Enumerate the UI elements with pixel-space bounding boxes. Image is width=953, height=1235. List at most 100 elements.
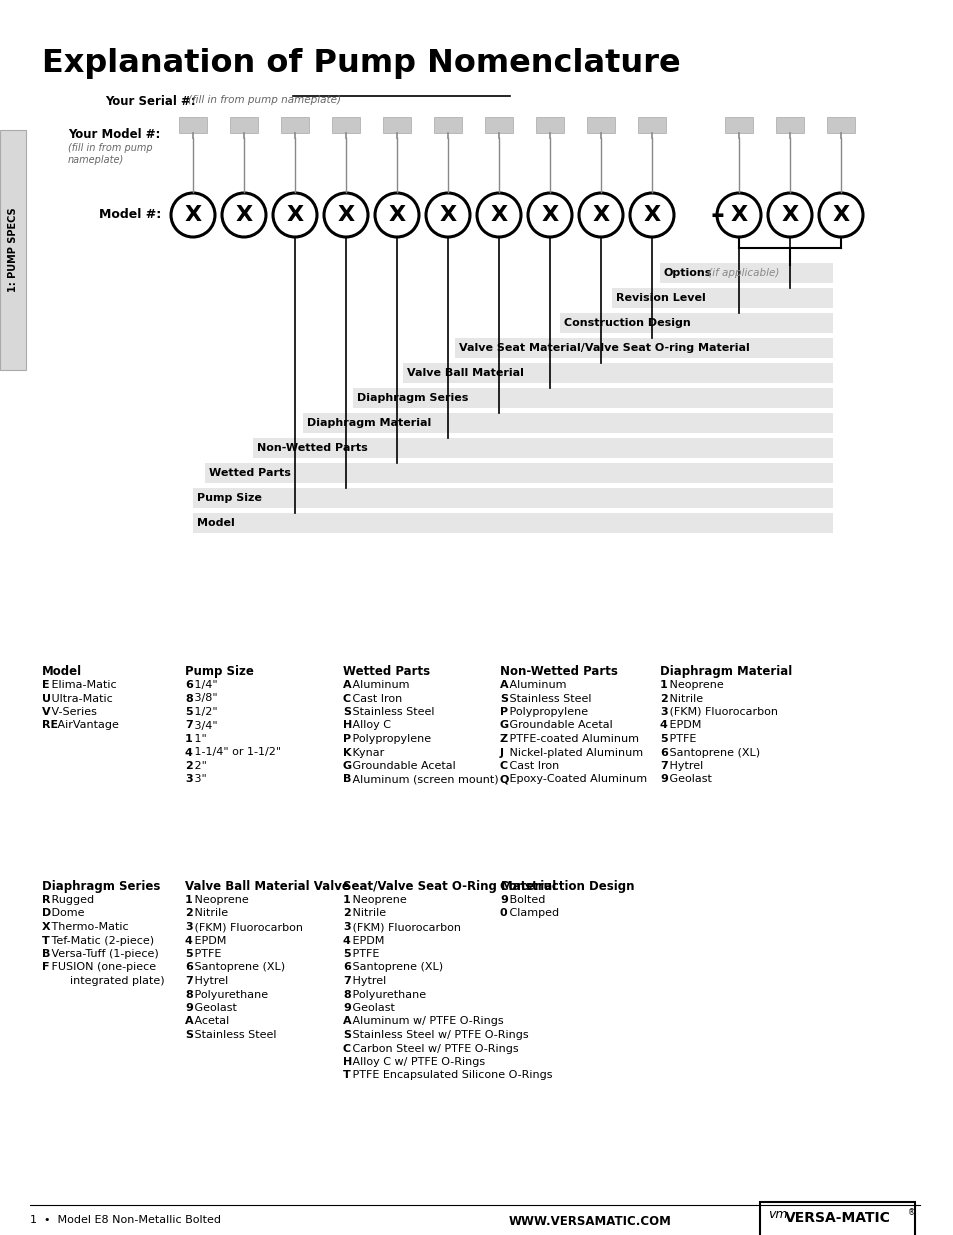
Bar (332, 117, 359, 133)
Text: C: C (343, 1044, 351, 1053)
Text: Hytrel: Hytrel (665, 761, 702, 771)
Text: Valve Seat Material/Valve Seat O-ring Material: Valve Seat Material/Valve Seat O-ring Ma… (458, 343, 749, 353)
Text: X: X (832, 205, 849, 225)
Bar (434, 117, 461, 133)
Text: X: X (337, 205, 355, 225)
Text: 3: 3 (343, 923, 351, 932)
Text: (FKM) Fluorocarbon: (FKM) Fluorocarbon (665, 706, 778, 718)
Text: Stainless Steel: Stainless Steel (506, 694, 591, 704)
Text: WWW.VERSAMATIC.COM: WWW.VERSAMATIC.COM (508, 1215, 671, 1228)
Text: A: A (343, 680, 352, 690)
Bar (724, 117, 752, 133)
Text: X: X (730, 205, 747, 225)
Text: Pump Size: Pump Size (196, 493, 262, 503)
Text: 6: 6 (659, 747, 667, 757)
Bar (586, 117, 615, 133)
Text: Stainless Steel: Stainless Steel (349, 706, 435, 718)
Text: Kynar: Kynar (349, 747, 384, 757)
Text: B: B (42, 948, 51, 960)
Text: 5: 5 (185, 706, 193, 718)
Text: Geolast: Geolast (665, 774, 711, 784)
Text: (FKM) Fluorocarbon: (FKM) Fluorocarbon (191, 923, 303, 932)
Text: 8: 8 (343, 989, 351, 999)
Text: 3/8": 3/8" (191, 694, 217, 704)
Bar (253, 438, 832, 458)
Text: X: X (184, 205, 201, 225)
Text: 1: 1 (185, 895, 193, 905)
Text: AirVantage: AirVantage (54, 720, 119, 730)
Text: Neoprene: Neoprene (349, 895, 407, 905)
Text: 0: 0 (499, 909, 507, 919)
Text: X: X (388, 205, 405, 225)
Text: Santoprene (XL): Santoprene (XL) (191, 962, 285, 972)
Text: FUSION (one-piece: FUSION (one-piece (49, 962, 156, 972)
Text: X: X (286, 205, 303, 225)
Text: 2: 2 (343, 909, 351, 919)
Text: T: T (343, 1071, 351, 1081)
Bar (826, 117, 854, 133)
Text: X: X (439, 205, 456, 225)
Text: 1": 1" (191, 734, 207, 743)
Text: Alloy C: Alloy C (349, 720, 391, 730)
Text: PTFE Encapsulated Silicone O-Rings: PTFE Encapsulated Silicone O-Rings (349, 1071, 552, 1081)
Text: RE: RE (42, 720, 58, 730)
Text: 3/4": 3/4" (191, 720, 217, 730)
Text: PTFE: PTFE (349, 948, 379, 960)
Text: Stainless Steel w/ PTFE O-Rings: Stainless Steel w/ PTFE O-Rings (349, 1030, 528, 1040)
Text: Wetted Parts: Wetted Parts (209, 468, 291, 478)
Text: Stainless Steel: Stainless Steel (191, 1030, 276, 1040)
Text: Aluminum (screen mount): Aluminum (screen mount) (349, 774, 498, 784)
Bar (484, 117, 513, 133)
Bar (193, 513, 832, 534)
Text: Santoprene (XL): Santoprene (XL) (665, 747, 760, 757)
Text: Hytrel: Hytrel (191, 976, 228, 986)
Text: G: G (343, 761, 352, 771)
FancyBboxPatch shape (760, 1202, 914, 1235)
Text: 4: 4 (343, 935, 351, 946)
Text: Geolast: Geolast (349, 1003, 395, 1013)
Text: Non-Wetted Parts: Non-Wetted Parts (256, 443, 367, 453)
Text: 9: 9 (185, 1003, 193, 1013)
Text: EPDM: EPDM (665, 720, 700, 730)
Text: D: D (42, 909, 51, 919)
Text: Construction Design: Construction Design (563, 317, 690, 329)
Bar (303, 412, 832, 433)
Text: Bolted: Bolted (506, 895, 545, 905)
Text: F: F (42, 962, 50, 972)
Text: Polypropylene: Polypropylene (506, 706, 588, 718)
Text: 2: 2 (659, 694, 667, 704)
Text: Hytrel: Hytrel (349, 976, 386, 986)
Text: 4: 4 (185, 747, 193, 757)
Bar (353, 388, 832, 408)
Text: 1/2": 1/2" (191, 706, 217, 718)
Text: Clamped: Clamped (506, 909, 558, 919)
Text: Q: Q (499, 774, 509, 784)
Text: X: X (490, 205, 507, 225)
Text: PTFE: PTFE (665, 734, 696, 743)
Text: 1: 1 (659, 680, 667, 690)
Text: Nitrile: Nitrile (665, 694, 702, 704)
Text: A: A (185, 1016, 193, 1026)
Text: 2: 2 (185, 761, 193, 771)
Text: Thermo-Matic: Thermo-Matic (49, 923, 129, 932)
Text: U: U (42, 694, 51, 704)
Text: 4: 4 (185, 935, 193, 946)
Bar (455, 338, 832, 358)
Text: X: X (235, 205, 253, 225)
Text: Groundable Acetal: Groundable Acetal (349, 761, 456, 771)
Bar (559, 312, 832, 333)
Bar (775, 117, 803, 133)
Text: 5: 5 (185, 948, 193, 960)
Bar (612, 288, 832, 308)
Text: 1: 1 (343, 895, 351, 905)
Text: Aluminum w/ PTFE O-Rings: Aluminum w/ PTFE O-Rings (349, 1016, 503, 1026)
Text: J: J (499, 747, 503, 757)
Text: X: X (592, 205, 609, 225)
Text: Epoxy-Coated Aluminum: Epoxy-Coated Aluminum (506, 774, 647, 784)
Text: Elima-Matic: Elima-Matic (49, 680, 116, 690)
Text: 8: 8 (185, 694, 193, 704)
Text: 9: 9 (499, 895, 507, 905)
Text: Nickel-plated Aluminum: Nickel-plated Aluminum (506, 747, 642, 757)
Text: 7: 7 (659, 761, 667, 771)
Text: Cast Iron: Cast Iron (506, 761, 558, 771)
